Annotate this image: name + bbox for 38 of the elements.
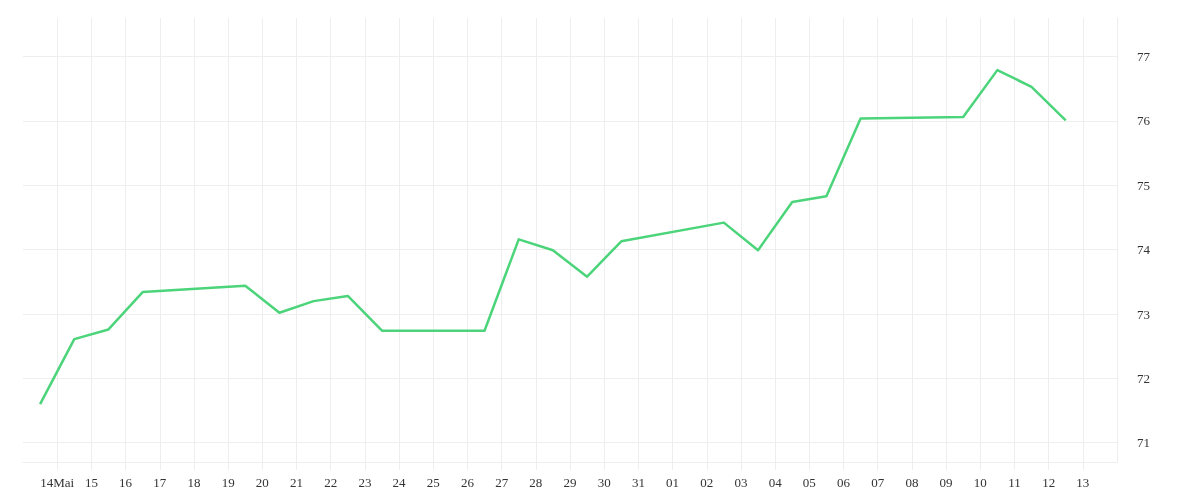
x-tick-label: 18 xyxy=(187,475,201,490)
x-tick-label: 07 xyxy=(871,475,885,490)
y-tick-label: 73 xyxy=(1137,306,1150,322)
x-tick-label: 17 xyxy=(153,475,167,490)
x-tick-label: 16 xyxy=(119,475,133,490)
x-tick-label: 14Mai xyxy=(40,475,75,490)
x-tick-label: 02 xyxy=(700,475,714,490)
x-tick-label: 21 xyxy=(290,475,303,490)
y-tick-label: 77 xyxy=(1137,49,1151,65)
x-tick-label: 19 xyxy=(221,475,235,490)
y-tick-label: 75 xyxy=(1137,177,1150,193)
x-tick-label: 23 xyxy=(358,475,372,490)
x-tick-label: 28 xyxy=(529,475,543,490)
x-tick-label: 08 xyxy=(905,475,919,490)
x-tick-label: 30 xyxy=(597,475,611,490)
x-tick-label: 25 xyxy=(426,475,440,490)
y-tick-label: 71 xyxy=(1137,435,1150,451)
x-tick-label: 15 xyxy=(84,475,98,490)
x-tick-label: 27 xyxy=(495,475,509,490)
x-tick-label: 01 xyxy=(666,475,680,490)
y-tick-label: 74 xyxy=(1137,242,1151,258)
x-tick-label: 29 xyxy=(563,475,577,490)
x-tick-label: 04 xyxy=(768,475,783,490)
x-tick-label: 31 xyxy=(631,475,645,490)
x-tick-label: 09 xyxy=(939,475,953,490)
x-tick-label: 10 xyxy=(973,475,987,490)
y-tick-label: 76 xyxy=(1137,113,1151,129)
x-tick-label: 26 xyxy=(460,475,475,490)
x-tick-label: 11 xyxy=(1008,475,1021,490)
y-tick-label: 72 xyxy=(1137,370,1150,386)
x-tick-label: 20 xyxy=(255,475,269,490)
x-tick-label: 06 xyxy=(837,475,851,490)
x-tick-label: 13 xyxy=(1076,475,1090,490)
x-tick-label: 12 xyxy=(1042,475,1056,490)
x-tick-label: 05 xyxy=(802,475,816,490)
x-tick-label: 24 xyxy=(392,475,407,490)
x-tick-label: 03 xyxy=(734,475,748,490)
x-tick-label: 22 xyxy=(324,475,338,490)
